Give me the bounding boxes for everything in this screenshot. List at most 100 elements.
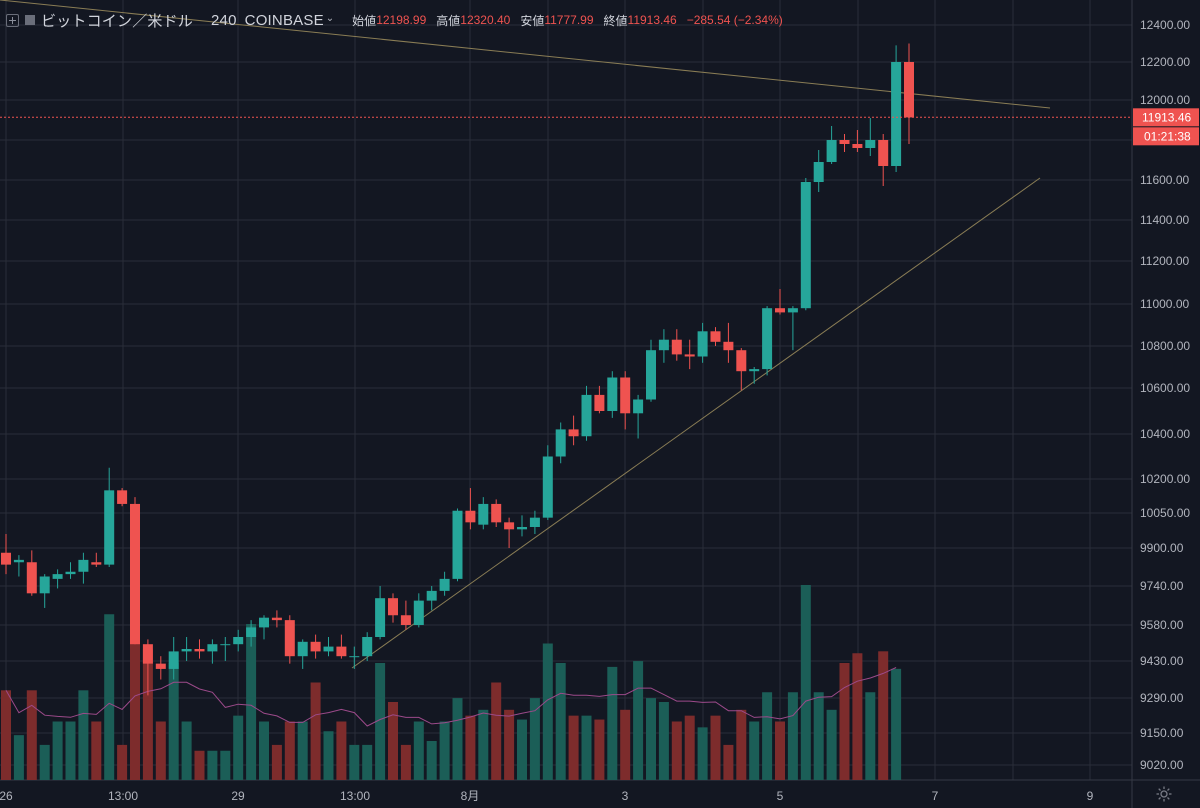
candle-body	[336, 646, 347, 657]
candle-body	[117, 490, 128, 504]
volume-bar	[452, 698, 463, 780]
candle-body	[310, 641, 321, 652]
settings-gear-icon[interactable]	[1156, 786, 1172, 802]
volume-bar	[104, 614, 115, 780]
low-label: 安値	[520, 13, 545, 28]
candle	[646, 339, 656, 402]
candle	[529, 510, 540, 534]
candle	[194, 639, 205, 659]
candle	[104, 467, 115, 567]
candle-body	[220, 644, 231, 646]
countdown-box	[1133, 127, 1199, 146]
high-value: 12320.40	[460, 13, 511, 27]
candle-body	[658, 339, 669, 351]
symbol-name[interactable]: ビットコイン／米ドル	[41, 12, 194, 30]
price-tag-label: 11913.46	[1142, 110, 1191, 124]
candle	[1, 534, 11, 575]
price-axis-label: 9150.00	[1140, 726, 1184, 740]
volume-bar	[504, 709, 515, 780]
candle	[400, 600, 411, 630]
volume-bar	[375, 663, 386, 780]
price-axis-label: 10400.00	[1140, 427, 1190, 441]
candle	[697, 322, 708, 363]
interval[interactable]: 240	[211, 11, 237, 29]
candle	[452, 508, 463, 582]
volume-bar	[310, 682, 321, 780]
candle-body	[52, 574, 63, 579]
volume-bar	[271, 744, 282, 780]
candle	[65, 562, 76, 579]
price-axis-label: 9430.00	[1140, 654, 1184, 668]
candle-body	[697, 331, 708, 357]
candle	[375, 586, 386, 640]
candle-body	[26, 562, 37, 594]
volume-bar	[39, 744, 50, 780]
candle	[142, 639, 153, 696]
candle	[594, 385, 605, 414]
candle	[465, 488, 476, 530]
volume-bar	[117, 744, 128, 780]
candle	[491, 499, 502, 527]
candle-body	[362, 637, 373, 657]
price-axis-label: 11200.00	[1140, 254, 1189, 268]
candle-body	[246, 627, 257, 637]
candle	[542, 445, 553, 520]
volume-bar	[839, 663, 850, 780]
volume-bar	[542, 643, 553, 780]
candle-body	[130, 503, 140, 645]
volume-bar	[439, 721, 450, 780]
volume-bar	[388, 702, 398, 780]
price-axis-label: 10200.00	[1140, 472, 1190, 486]
volume-bar	[1, 690, 11, 780]
close-label: 終値	[603, 13, 628, 28]
candle	[246, 620, 257, 647]
candle	[749, 367, 760, 384]
candle-body	[826, 140, 837, 162]
candle-body	[284, 620, 295, 657]
volume-bar	[220, 750, 231, 780]
price-axis-label: 12200.00	[1140, 55, 1190, 69]
candle-body	[426, 590, 437, 601]
candle	[39, 574, 50, 608]
countdown-label: 01:21:38	[1144, 129, 1191, 143]
time-axis-label: 7	[932, 789, 939, 803]
exchange[interactable]: COINBASE	[244, 11, 324, 29]
chevron-down-icon[interactable]: ⌄	[325, 12, 335, 24]
volume-bar	[658, 702, 669, 780]
candle-body	[78, 559, 89, 572]
candle	[259, 615, 269, 640]
candle	[710, 327, 721, 346]
candle	[233, 629, 244, 652]
volume-bar	[426, 741, 437, 780]
volume-bar	[78, 690, 89, 780]
candle-body	[620, 377, 631, 414]
candle-body	[839, 140, 850, 144]
candle-body	[723, 341, 734, 351]
volume-bar	[91, 721, 102, 780]
volume-bar	[710, 715, 721, 780]
time-axis-label: 3	[622, 789, 629, 803]
volume-bar	[555, 663, 566, 780]
high-label: 高値	[436, 13, 461, 28]
time-axis-label: 13:00	[108, 789, 138, 803]
volume-bar	[723, 744, 734, 780]
candle	[775, 288, 785, 315]
candle	[762, 306, 773, 376]
candle-body	[891, 62, 902, 166]
volume-bar	[168, 663, 179, 780]
candle-body	[775, 308, 785, 313]
candle-body	[400, 615, 411, 625]
candle-body	[194, 649, 205, 652]
volume-bar	[465, 715, 476, 780]
volume-bar	[826, 709, 837, 780]
candle	[633, 394, 644, 439]
candle-body	[529, 517, 540, 527]
volume-bar	[581, 715, 592, 780]
time-axis-label: 5	[777, 789, 784, 803]
candle	[787, 306, 798, 351]
plus-square-icon[interactable]	[6, 13, 19, 27]
candle	[13, 555, 24, 577]
price-axis-label: 11000.00	[1140, 297, 1189, 311]
volume-bar	[207, 750, 218, 780]
